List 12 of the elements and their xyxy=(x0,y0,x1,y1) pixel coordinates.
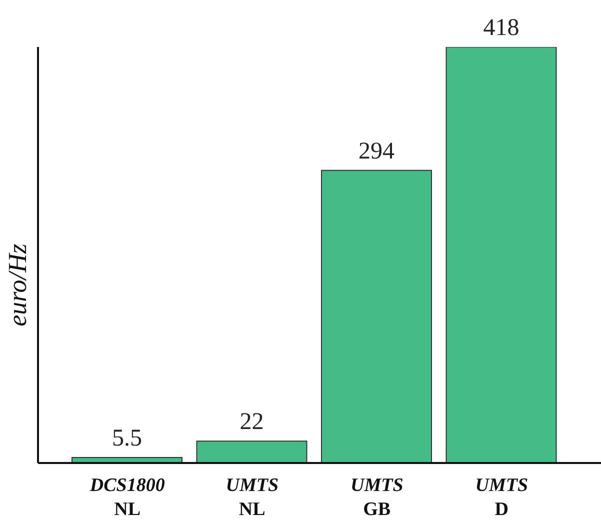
x-tick-label: UMTS NL xyxy=(226,475,279,520)
bar xyxy=(196,440,308,463)
x-tick-label: UMTS D xyxy=(475,475,528,520)
data-label: 294 xyxy=(358,138,394,164)
y-axis-title: euro/Hz xyxy=(3,244,32,326)
data-label: 5.5 xyxy=(112,426,142,452)
x-tick-label: UMTS GB xyxy=(350,475,404,520)
data-label: 418 xyxy=(483,15,520,41)
bar xyxy=(446,47,557,463)
data-label: 22 xyxy=(240,409,264,436)
x-tick-label: DCS1800 NL xyxy=(88,475,166,520)
bar xyxy=(321,170,432,463)
